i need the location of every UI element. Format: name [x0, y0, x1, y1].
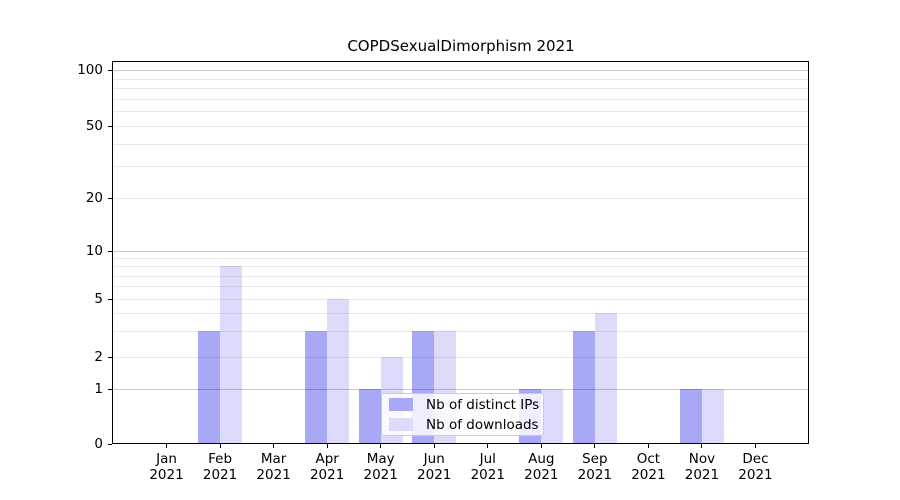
bar-sep-distinct-ips	[572, 331, 595, 444]
x-tick-sep	[594, 444, 596, 448]
gridline-y-7	[113, 275, 809, 277]
y-tick-label-0: 0	[94, 435, 103, 452]
gridline-y-5	[113, 299, 809, 300]
y-tick-label-20: 20	[85, 189, 103, 206]
y-tick-1	[108, 389, 112, 390]
bar-feb-distinct-ips	[198, 331, 221, 444]
y-tick-label-2: 2	[94, 348, 103, 365]
gridline-y-70	[113, 98, 809, 100]
x-tick-mar	[273, 444, 275, 448]
legend: Nb of distinct IPs Nb of downloads	[381, 393, 544, 436]
bar-nov-downloads	[701, 389, 724, 444]
x-tick-label-oct: Oct 2021	[631, 451, 666, 483]
x-tick-label-apr: Apr 2021	[309, 451, 345, 483]
bar-sep-downloads	[594, 313, 617, 444]
y-tick-10	[108, 251, 112, 252]
gridline-y-1	[113, 389, 809, 390]
bar-apr-distinct-ips	[305, 331, 328, 444]
x-tick-feb	[219, 444, 221, 448]
legend-label-distinct-ips: Nb of distinct IPs	[426, 396, 540, 413]
gridline-y-6	[113, 286, 809, 288]
y-tick-label-5: 5	[94, 290, 103, 307]
x-tick-jun	[433, 444, 435, 448]
gridline-y-8	[113, 266, 809, 268]
y-tick-2	[108, 357, 112, 358]
y-tick-5	[108, 299, 112, 300]
x-tick-label-feb: Feb 2021	[202, 451, 238, 483]
legend-swatch-distinct-ips	[389, 398, 413, 411]
x-tick-aug	[540, 444, 542, 448]
x-tick-dec	[754, 444, 756, 448]
y-tick-label-50: 50	[85, 117, 103, 134]
x-tick-label-jun: Jun 2021	[417, 451, 452, 483]
chart-title: COPDSexualDimorphism 2021	[347, 37, 575, 55]
gridline-y-80	[113, 88, 809, 90]
x-tick-may	[380, 444, 382, 448]
legend-item-distinct-ips: Nb of distinct IPs	[389, 397, 539, 413]
gridline-y-4	[113, 313, 809, 315]
y-tick-label-10: 10	[85, 242, 103, 259]
x-tick-label-aug: Aug 2021	[524, 451, 559, 483]
x-tick-label-may: May 2021	[363, 451, 398, 483]
x-tick-apr	[326, 444, 328, 448]
y-tick-label-100: 100	[77, 61, 103, 78]
gridline-y-90	[113, 78, 809, 80]
y-tick-20	[108, 198, 112, 199]
bar-apr-downloads	[327, 299, 350, 444]
x-tick-label-sep: Sep 2021	[577, 451, 613, 483]
bar-aug-downloads	[541, 389, 564, 444]
x-tick-oct	[647, 444, 649, 448]
gridline-y-20	[113, 198, 809, 199]
bar-may-distinct-ips	[358, 389, 381, 444]
bar-nov-distinct-ips	[679, 389, 702, 444]
x-tick-label-nov: Nov 2021	[684, 451, 720, 483]
y-tick-0	[108, 444, 112, 445]
gridline-y-60	[113, 111, 809, 113]
y-tick-100	[108, 70, 112, 71]
x-tick-label-mar: Mar 2021	[256, 451, 291, 483]
gridline-y-9	[113, 258, 809, 260]
legend-swatch-downloads	[389, 418, 413, 431]
legend-label-downloads: Nb of downloads	[426, 416, 539, 433]
x-tick-label-jan: Jan 2021	[149, 451, 184, 483]
bar-feb-downloads	[220, 266, 243, 444]
gridline-y-10	[113, 251, 809, 252]
gridline-y-30	[113, 166, 809, 168]
y-tick-label-1: 1	[94, 380, 103, 397]
gridline-y-2	[113, 357, 809, 358]
x-tick-jan	[166, 444, 168, 448]
legend-item-downloads: Nb of downloads	[389, 417, 539, 433]
x-tick-label-dec: Dec 2021	[738, 451, 773, 483]
x-tick-nov	[701, 444, 703, 448]
gridline-y-3	[113, 331, 809, 333]
gridline-y-50	[113, 126, 809, 127]
x-tick-label-jul: Jul 2021	[470, 451, 505, 483]
y-tick-50	[108, 126, 112, 127]
gridline-y-100	[113, 70, 809, 71]
x-tick-jul	[487, 444, 489, 448]
gridline-y-40	[113, 143, 809, 145]
